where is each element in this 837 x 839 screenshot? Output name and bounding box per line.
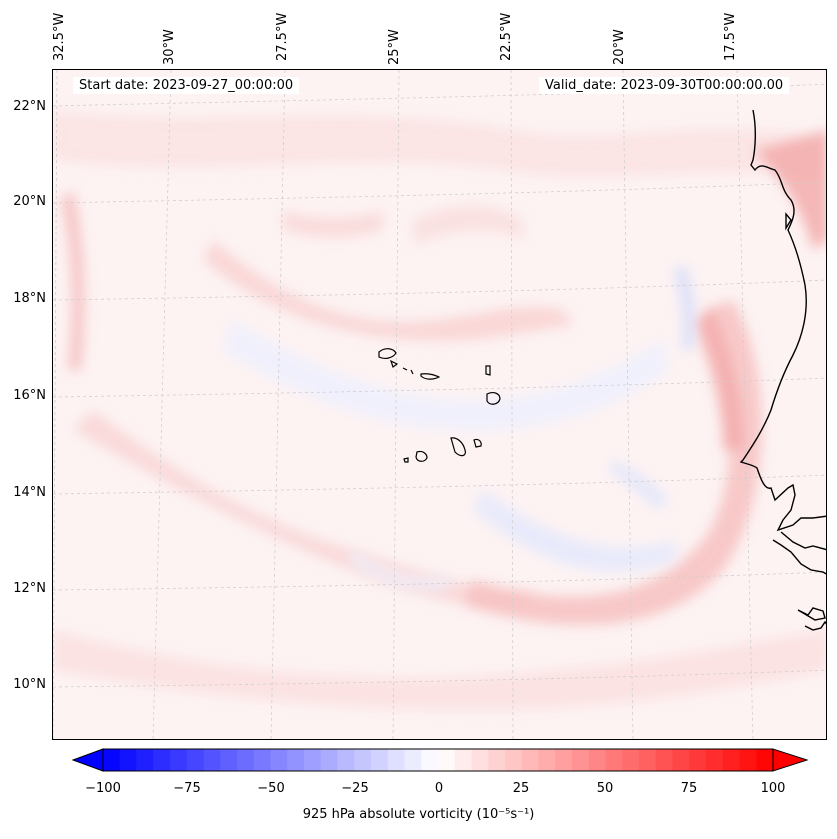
cape-verde-islands	[378, 348, 501, 463]
colorbar-bin	[103, 749, 121, 771]
colorbar-bin	[471, 749, 489, 771]
colorbar-bin	[304, 749, 322, 771]
colorbar-max-extension	[772, 748, 809, 772]
valid-date-label: Valid_date: 2023-09-30T00:00:00.00	[539, 77, 790, 94]
colorbar-tick: −100	[85, 781, 121, 796]
colorbar-bin	[270, 749, 288, 771]
lat-label-10n: 10°N	[13, 677, 46, 692]
colorbar-bin	[722, 749, 740, 771]
colorbar-bin	[739, 749, 757, 771]
colorbar-bin	[354, 749, 372, 771]
lon-label-22-5w: 22.5°W	[499, 12, 514, 61]
colorbar-bin	[237, 749, 255, 771]
vorticity-map	[53, 70, 826, 739]
colorbar-bin	[153, 749, 171, 771]
colorbar-tick: 75	[680, 781, 698, 796]
colorbar-bin	[170, 749, 188, 771]
lon-label-32-5w: 32.5°W	[52, 12, 67, 61]
colorbar-bin	[136, 749, 154, 771]
colorbar-bin	[454, 749, 472, 771]
colorbar-bin	[689, 749, 707, 771]
colorbar-bin	[521, 749, 539, 771]
lat-label-18n: 18°N	[13, 291, 46, 306]
colorbar-bin	[186, 749, 204, 771]
colorbar-bin	[706, 749, 724, 771]
colorbar-bin	[555, 749, 573, 771]
colorbar-tick: 25	[512, 781, 530, 796]
colorbar-bin	[672, 749, 690, 771]
colorbar-bin	[622, 749, 640, 771]
colorbar-tick: 50	[596, 781, 614, 796]
colorbar-bin	[655, 749, 673, 771]
colorbar-bin	[756, 749, 774, 771]
lat-label-22n: 22°N	[13, 99, 46, 114]
colorbar-bin	[488, 749, 506, 771]
colorbar-bin	[421, 749, 439, 771]
west-africa-coastline	[739, 109, 826, 631]
colorbar-label: 925 hPa absolute vorticity (10⁻⁵s⁻¹)	[302, 807, 535, 822]
colorbar-gradient	[71, 748, 809, 772]
colorbar-bin	[320, 749, 338, 771]
colorbar-bin	[220, 749, 238, 771]
lon-label-27-5w: 27.5°W	[275, 12, 290, 61]
colorbar-bin	[438, 749, 456, 771]
vorticity-negative-areas	[223, 265, 696, 591]
lat-label-12n: 12°N	[13, 581, 46, 596]
colorbar-bin	[404, 749, 422, 771]
colorbar-tick: 0	[434, 781, 444, 796]
vorticity-positive-bands	[53, 110, 826, 710]
colorbar-bin	[203, 749, 221, 771]
colorbar-bin	[253, 749, 271, 771]
colorbar-bin	[371, 749, 389, 771]
graticule	[53, 70, 826, 739]
colorbar-bin	[538, 749, 556, 771]
colorbar-bin	[639, 749, 657, 771]
colorbar-bin	[605, 749, 623, 771]
colorbar-tick: −25	[341, 781, 369, 796]
colorbar-min-extension	[71, 748, 104, 772]
colorbar-bin	[119, 749, 137, 771]
colorbar-bin	[337, 749, 355, 771]
lon-label-20w: 20°W	[612, 29, 627, 65]
colorbar-bin	[287, 749, 305, 771]
colorbar-tick: −75	[173, 781, 201, 796]
lat-label-20n: 20°N	[13, 194, 46, 209]
colorbar-bin	[572, 749, 590, 771]
colorbar-outline	[102, 748, 774, 772]
colorbar-tick: 100	[760, 781, 786, 796]
colorbar-bin	[505, 749, 523, 771]
lon-label-17-5w: 17.5°W	[723, 12, 738, 61]
colorbar-tick: −50	[257, 781, 285, 796]
map-panel	[52, 69, 827, 740]
lat-label-14n: 14°N	[13, 485, 46, 500]
lat-label-16n: 16°N	[13, 388, 46, 403]
lon-label-25w: 25°W	[387, 29, 402, 65]
lon-label-30w: 30°W	[162, 29, 177, 65]
colorbar-bin	[387, 749, 405, 771]
start-date-label: Start date: 2023-09-27_00:00:00	[73, 77, 300, 94]
colorbar: −100 −75 −50 −25 0 25 50 75 100 925 hPa …	[0, 740, 837, 839]
colorbar-bin	[588, 749, 606, 771]
